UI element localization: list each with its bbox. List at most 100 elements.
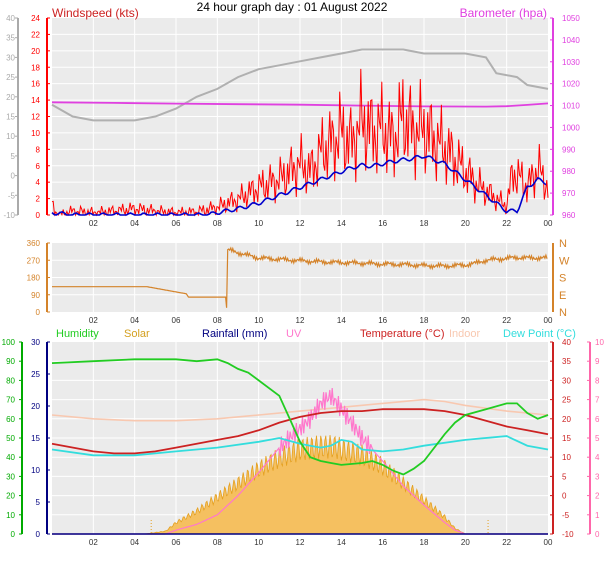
x-tick-label: 22 [502,538,511,547]
y-tick-label: 0 [11,172,16,181]
y-tick-label: 16 [31,80,40,89]
y-tick-label: 5 [36,498,41,507]
y-tick-label: 2 [36,195,41,204]
x-tick-label: 04 [130,538,139,547]
y-tick-label: 6 [595,415,600,424]
y-tick-label: 270 [27,256,41,265]
x-tick-label: 10 [254,316,263,325]
y-tick-label: 3 [595,472,600,481]
panel-wind-baro-series [51,48,549,217]
panel-temp-legend: Humidity Solar Rainfall (mm) UV Temperature … [56,328,576,340]
humidity-line [51,358,549,476]
x-tick-label: 16 [378,316,387,325]
barometer-prev-line [51,48,549,122]
y-tick-label: 14 [31,96,40,105]
solar-area [52,435,548,534]
y-tick-label: -5 [8,191,16,200]
y-tick-label: 4 [36,178,41,187]
y-tick-label: 8 [36,145,41,154]
x-tick-label: 00 [544,219,553,228]
y-tick-label: 180 [27,274,41,283]
y-tick-label: 10 [31,129,40,138]
x-tick-label: 04 [130,316,139,325]
x-tick-label: 20 [461,219,470,228]
y-tick-label: 12 [31,113,40,122]
y-tick-label: 5 [11,152,16,161]
y-tick-label: 10 [562,453,571,462]
panel-wind-baro-grid [52,18,548,215]
x-tick-label: 10 [254,538,263,547]
y-tick-label: 980 [562,167,576,176]
y-tick-label: 2 [595,492,600,501]
x-tick-label: 08 [213,316,222,325]
compass-label: E [559,290,566,302]
x-tick-label: 22 [502,316,511,325]
y-tick-label: 50 [6,434,15,443]
x-tick-label: 02 [89,219,98,228]
x-tick-label: 16 [378,538,387,547]
y-tick-label: 0 [36,211,41,220]
y-tick-label: 0 [11,530,16,539]
x-tick-label: 02 [89,316,98,325]
y-tick-label: 8 [595,376,600,385]
y-tick-label: 70 [6,396,15,405]
y-tick-label: 35 [562,357,571,366]
y-tick-label: 30 [562,376,571,385]
y-tick-label: -10 [562,530,574,539]
x-tick-label: 00 [544,316,553,325]
x-tick-label: 18 [420,538,429,547]
legend-item: Indoor [449,328,481,340]
compass-label: W [559,255,570,267]
y-tick-label: 10 [595,338,604,347]
y-tick-label: 970 [562,189,576,198]
compass-label: S [559,273,566,285]
panel-wind-dir-axes: 02 04 06 08 10 12 14 16 18 20 22 00090180270360NESW… [27,238,570,325]
x-tick-label: 18 [420,219,429,228]
x-tick-label: 06 [172,538,181,547]
y-tick-label: 10 [6,511,15,520]
y-tick-label: 1040 [562,36,580,45]
panel-temp-series [51,358,549,535]
chart-title: 24 hour graph day : 01 August 2022 [197,0,388,14]
y-tick-label: 15 [562,434,571,443]
wind-direction-line [52,246,548,308]
y-tick-label: -5 [562,511,570,520]
y-tick-label: 4 [595,453,600,462]
x-tick-label: 12 [296,316,305,325]
wind-avg-line [51,154,547,216]
y-tick-label: 22 [31,30,40,39]
indoor-line [51,398,549,422]
y-tick-label: 1000 [562,123,580,132]
legend-item: Temperature (°C) [360,328,444,340]
y-tick-label: 35 [6,34,15,43]
x-tick-label: 18 [420,316,429,325]
y-tick-label: 18 [31,63,40,72]
panel-temp-axes: 02 04 06 08 10 12 14 16 18 20 22 000102030405060708… [2,338,605,547]
panel-wind-baro-axes: 02 04 06 08 10 12 14 16 18 20 22 00-10-505101520253… [3,14,580,228]
y-tick-label: 1030 [562,58,580,67]
y-tick-label: 30 [31,338,40,347]
y-tick-label: 1010 [562,102,580,111]
wind-gust-line [51,68,549,217]
legend-item: UV [286,328,302,340]
y-tick-label: 0 [562,492,567,501]
y-tick-label: 20 [31,402,40,411]
y-tick-label: 30 [6,472,15,481]
y-tick-label: 1050 [562,14,580,23]
y-tick-label: 360 [27,239,41,248]
y-tick-label: 90 [6,357,15,366]
y-tick-label: 1020 [562,80,580,89]
y-tick-label: 10 [31,466,40,475]
x-tick-label: 00 [544,538,553,547]
y-tick-label: 5 [562,472,567,481]
x-tick-label: 12 [296,538,305,547]
y-tick-label: 15 [6,113,15,122]
x-tick-label: 14 [337,538,346,547]
y-tick-label: 15 [31,434,40,443]
x-tick-label: 06 [172,219,181,228]
legend-item: Dew Point (°C) [503,328,576,340]
compass-label: N [559,307,567,319]
y-tick-label: 7 [595,396,600,405]
